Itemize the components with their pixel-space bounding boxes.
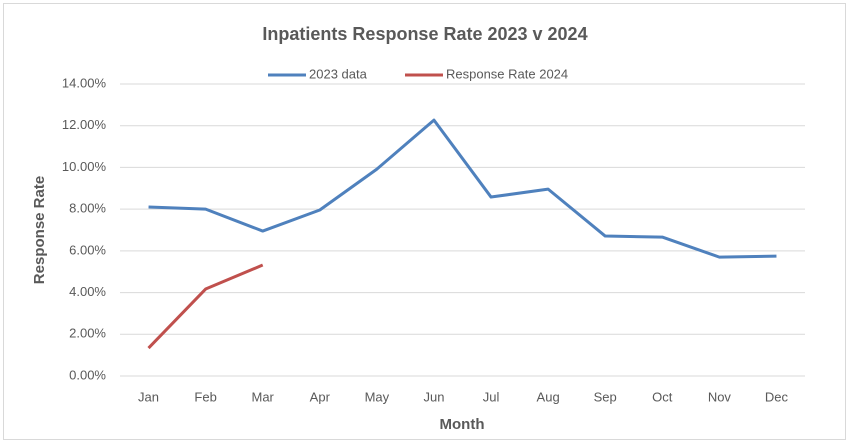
y-tick-label: 6.00% bbox=[69, 242, 106, 257]
x-axis-label: Month bbox=[440, 416, 485, 433]
x-tick-label: May bbox=[365, 389, 390, 404]
x-tick-label: Jan bbox=[138, 389, 159, 404]
y-tick-label: 12.00% bbox=[62, 117, 107, 132]
y-tick-label: 2.00% bbox=[69, 326, 106, 341]
x-tick-label: Aug bbox=[537, 389, 560, 404]
y-tick-label: 14.00% bbox=[62, 75, 107, 90]
x-tick-label: Apr bbox=[310, 389, 331, 404]
chart-title: Inpatients Response Rate 2023 v 2024 bbox=[262, 24, 587, 44]
x-tick-label: Jul bbox=[483, 389, 500, 404]
x-tick-label: Jun bbox=[423, 389, 444, 404]
y-axis-label: Response Rate bbox=[31, 176, 48, 284]
x-tick-label: Mar bbox=[252, 389, 275, 404]
x-tick-label: Feb bbox=[194, 389, 216, 404]
legend-label: 2023 data bbox=[309, 66, 368, 81]
y-tick-label: 8.00% bbox=[69, 201, 106, 216]
series-line bbox=[148, 118, 777, 259]
x-tick-label: Dec bbox=[765, 389, 789, 404]
series-line bbox=[147, 263, 264, 350]
y-tick-label: 4.00% bbox=[69, 284, 106, 299]
y-tick-label: 0.00% bbox=[69, 367, 106, 382]
x-tick-label: Sep bbox=[594, 389, 617, 404]
legend-label: Response Rate 2024 bbox=[446, 66, 568, 81]
chart-border bbox=[3, 3, 846, 440]
x-tick-label: Nov bbox=[708, 389, 732, 404]
y-tick-label: 10.00% bbox=[62, 159, 107, 174]
x-tick-label: Oct bbox=[652, 389, 673, 404]
